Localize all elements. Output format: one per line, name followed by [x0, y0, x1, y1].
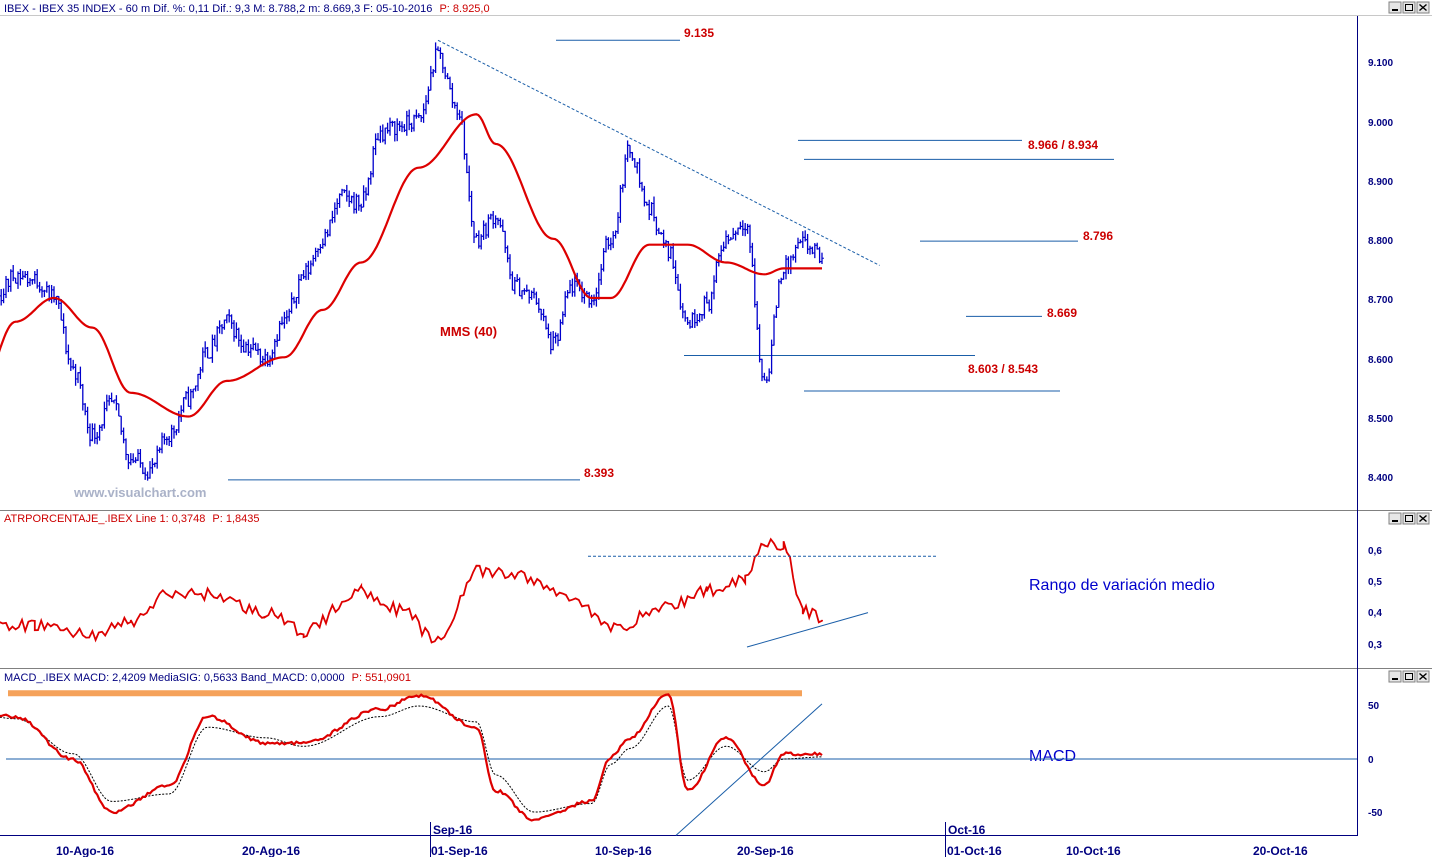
level-label-8603-8543: 8.603 / 8.543	[968, 362, 1038, 376]
main-window-buttons	[1388, 1, 1430, 14]
atr-line	[0, 537, 823, 644]
level-lines	[228, 39, 1114, 481]
level-label-8966-8934: 8.966 / 8.934	[1028, 138, 1098, 152]
watermark: www.visualchart.com	[73, 485, 206, 500]
y-tick-label: 8.500	[1368, 414, 1393, 425]
macd-maximize-button[interactable]	[1402, 670, 1416, 683]
y-tick-label: 9.000	[1368, 118, 1393, 129]
mms-line	[0, 113, 822, 418]
macd-series	[0, 690, 1357, 836]
x-tick-label: 10-Oct-16	[1066, 844, 1121, 857]
macd-header: MACD_.IBEX MACD: 2,4209 MediaSIG: 0,5633…	[4, 672, 411, 684]
y-tick-label: 8.900	[1368, 177, 1393, 188]
atr-minimize-button[interactable]	[1388, 512, 1402, 525]
atr-annotation: Rango de variación medio	[1029, 577, 1215, 594]
y-tick-label: 8.800	[1368, 236, 1393, 247]
maximize-icon	[1405, 4, 1413, 11]
x-tick-label: 20-Sep-16	[737, 844, 794, 857]
macd-window-buttons	[1388, 670, 1430, 683]
month-label: Oct-16	[948, 823, 986, 837]
macd-line	[0, 693, 823, 822]
main-y-axis: 9.100 9.000 8.900 8.800 8.700 8.600 8.50…	[1368, 58, 1393, 484]
level-label-8393: 8.393	[584, 466, 614, 480]
y-tick-label: 9.100	[1368, 58, 1393, 69]
x-tick-label: 20-Oct-16	[1253, 844, 1308, 857]
x-tick-label: 20-Ago-16	[242, 844, 300, 857]
level-label-9135: 9.135	[684, 26, 714, 40]
macd-minimize-button[interactable]	[1388, 670, 1402, 683]
y-tick-label: 0,5	[1368, 577, 1382, 588]
level-label-8669: 8.669	[1047, 306, 1077, 320]
x-tick-label: 10-Ago-16	[56, 844, 114, 857]
main-header: IBEX - IBEX 35 INDEX - 60 m Dif. %: 0,11…	[4, 3, 490, 15]
minimize-button[interactable]	[1388, 1, 1402, 14]
y-tick-label: 0,6	[1368, 546, 1382, 557]
y-tick-label: 0,4	[1368, 608, 1382, 619]
close-icon	[1419, 514, 1427, 523]
level-label-8796: 8.796	[1083, 229, 1113, 243]
y-tick-label: 8.700	[1368, 295, 1393, 306]
x-tick-label: 01-Oct-16	[947, 844, 1002, 857]
y-tick-label: 50	[1368, 701, 1380, 712]
downtrend-line	[437, 39, 880, 266]
macd-y-axis: 50 0 -50	[1368, 701, 1383, 819]
atr-support-line	[746, 612, 869, 648]
y-tick-label: -50	[1368, 808, 1383, 819]
x-tick-label: 10-Sep-16	[595, 844, 652, 857]
atr-maximize-button[interactable]	[1402, 512, 1416, 525]
x-axis: 10-Ago-16 20-Ago-16 01-Sep-16 10-Sep-16 …	[56, 822, 1308, 857]
close-icon	[1419, 3, 1427, 12]
mms-series	[0, 113, 822, 418]
y-tick-label: 0	[1368, 755, 1374, 766]
maximize-icon	[1405, 673, 1413, 680]
macd-signal-line	[0, 705, 822, 813]
macd-annotation: MACD	[1029, 748, 1076, 765]
x-tick-label: 01-Sep-16	[431, 844, 488, 857]
y-tick-label: 8.400	[1368, 473, 1393, 484]
month-label: Sep-16	[433, 823, 473, 837]
maximize-button[interactable]	[1402, 1, 1416, 14]
price-series	[0, 42, 824, 481]
y-tick-label: 0,3	[1368, 640, 1382, 651]
atr-window-buttons	[1388, 512, 1430, 525]
y-tick-label: 8.600	[1368, 355, 1393, 366]
mms-annotation: MMS (40)	[440, 324, 497, 339]
close-icon	[1419, 672, 1427, 681]
atr-series	[0, 537, 936, 648]
atr-y-axis: 0,6 0,5 0,4 0,3	[1368, 546, 1382, 651]
atr-header: ATRPORCENTAJE_.IBEX Line 1: 0,3748 P: 1,…	[4, 513, 260, 525]
maximize-icon	[1405, 515, 1413, 522]
